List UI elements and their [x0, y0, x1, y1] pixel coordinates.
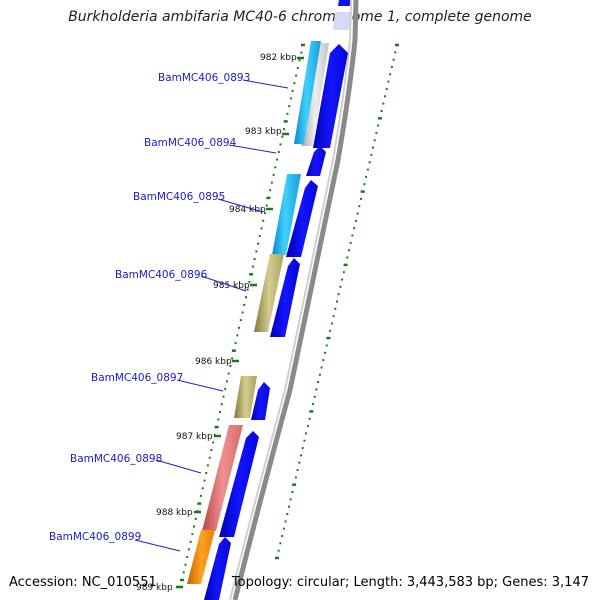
kbp-label: 989 kbp — [136, 583, 173, 593]
map-title: Burkholderia ambifaria MC40-6 chromosome… — [68, 9, 532, 25]
topology-text: Topology: circular; Length: 3,443,583 bp… — [231, 575, 589, 590]
gene-box-0895 — [272, 174, 301, 255]
gene-box-0897 — [234, 376, 257, 418]
gene-box-0899 — [187, 530, 215, 584]
leader-line — [228, 144, 277, 154]
partial-feature-top-blue — [338, 0, 352, 6]
inner-tick-ring — [180, 43, 305, 582]
genome-backbone-highlight — [229, 0, 352, 600]
leader-line — [200, 275, 247, 292]
outer-tick-ring — [275, 43, 399, 560]
gene-arrow-0899 — [204, 537, 231, 600]
gene-arrow-0898 — [219, 431, 259, 537]
leader-line — [134, 539, 181, 552]
partial-feature-top-light — [333, 12, 352, 30]
gene-arrow-0893 — [313, 44, 348, 148]
gene-label-0895[interactable]: BamMC406_0895 — [133, 191, 225, 203]
gene-label-0897[interactable]: BamMC406_0897 — [91, 372, 183, 384]
kbp-label: 986 kbp — [195, 357, 232, 367]
gene-box-0898 — [202, 425, 243, 531]
gene-labels: BamMC406_0893 BamMC406_0894 BamMC406_089… — [49, 72, 289, 552]
leader-line — [242, 79, 289, 89]
kbp-label: 987 kbp — [176, 432, 213, 442]
gene-arrow-0897 — [251, 382, 270, 420]
kbp-label: 982 kbp — [260, 53, 297, 63]
gene-label-0899[interactable]: BamMC406_0899 — [49, 531, 141, 543]
leader-line — [176, 379, 224, 392]
gene-arrow-0895 — [286, 180, 318, 257]
kbp-label: 988 kbp — [156, 508, 193, 518]
leader-line — [217, 198, 264, 213]
gene-arrow-0896 — [270, 258, 300, 337]
kbp-label: 984 kbp — [229, 205, 266, 215]
genome-backbone — [232, 0, 359, 600]
gene-label-0894[interactable]: BamMC406_0894 — [144, 137, 237, 149]
gene-box-0893 — [294, 41, 321, 144]
gene-label-0896[interactable]: BamMC406_0896 — [115, 269, 208, 281]
leader-line — [155, 459, 202, 474]
gene-arrow-0894 — [306, 146, 326, 176]
gene-box-0896 — [254, 254, 284, 332]
gene-box-0893-grey — [301, 43, 329, 146]
gene-label-0898[interactable]: BamMC406_0898 — [70, 453, 162, 465]
kbp-label: 983 kbp — [245, 127, 282, 137]
gene-label-0893[interactable]: BamMC406_0893 — [158, 72, 250, 84]
accession-text: Accession: NC_010551 — [9, 575, 157, 590]
